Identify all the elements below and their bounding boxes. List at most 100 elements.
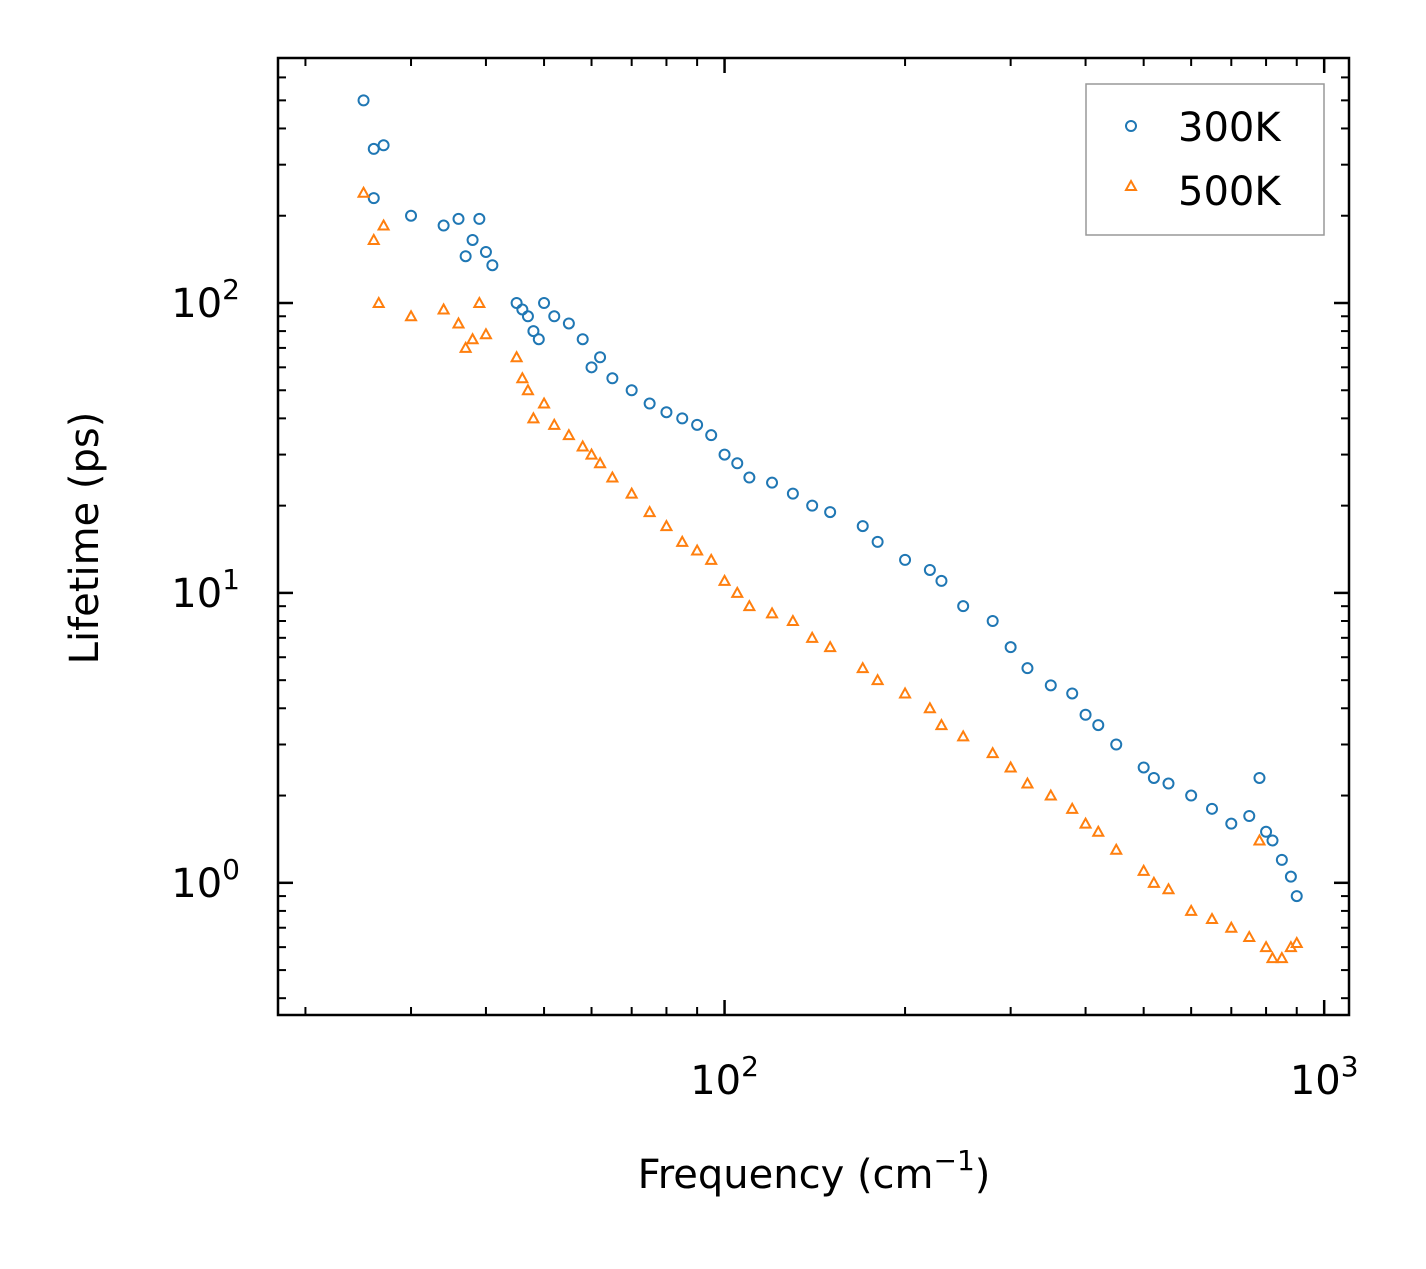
data-point-500k xyxy=(1205,911,1219,925)
data-point-300k xyxy=(806,499,819,512)
data-point-300k xyxy=(1079,708,1092,721)
data-point-300k xyxy=(532,333,545,346)
data-point-300k xyxy=(786,487,799,500)
data-point-500k xyxy=(856,661,870,674)
y-axis-label: Lifetime (ps) xyxy=(62,412,108,665)
data-point-300k xyxy=(1260,825,1273,838)
data-point-500k xyxy=(1184,903,1198,916)
data-point-500k xyxy=(1242,930,1256,943)
data-point-300k xyxy=(459,250,472,263)
data-point-300k xyxy=(1243,810,1256,823)
data-point-500k xyxy=(690,543,704,556)
data-point-500k xyxy=(675,534,689,547)
data-point-500k xyxy=(584,447,599,460)
legend-label-300k: 300K xyxy=(1178,105,1282,151)
data-point-500k xyxy=(509,350,524,363)
data-point-300k xyxy=(466,233,479,246)
legend-frame xyxy=(1085,83,1325,236)
data-point-300k xyxy=(705,429,718,442)
data-point-300k xyxy=(1004,641,1017,654)
data-point-500k xyxy=(1078,816,1093,829)
data-point-500k xyxy=(1265,951,1280,964)
legend-label-500k: 500K xyxy=(1178,169,1282,215)
data-point-300k xyxy=(856,520,869,533)
data-point-300k xyxy=(824,506,837,519)
data-point-300k xyxy=(1290,890,1303,903)
data-point-500k xyxy=(1252,833,1267,846)
data-point-300k xyxy=(538,297,551,310)
data-point-300k xyxy=(731,457,744,470)
data-point-500k xyxy=(786,613,800,627)
data-point-500k xyxy=(870,673,885,686)
data-point-500k xyxy=(537,396,551,409)
data-point-300k xyxy=(957,600,970,613)
tick-labels: 102 103 100 101 102 xyxy=(171,273,1358,1104)
data-point-500k xyxy=(923,701,937,714)
data-point-300k xyxy=(935,574,948,587)
data-point-300k xyxy=(1066,687,1079,700)
data-point-300k xyxy=(510,297,523,310)
data-point-500k xyxy=(367,232,381,245)
data-point-500k xyxy=(605,470,620,483)
data-point-300k xyxy=(527,325,540,338)
minor-ticks xyxy=(278,58,1349,1015)
data-point-300k xyxy=(1092,719,1105,732)
data-point-500k xyxy=(823,640,837,653)
data-point-500k xyxy=(526,411,541,424)
data-point-300k xyxy=(516,303,529,316)
data-point-300k xyxy=(1253,771,1266,784)
data-point-500k xyxy=(985,746,1000,759)
data-point-500k xyxy=(576,439,590,452)
data-point-500k xyxy=(1290,935,1304,949)
data-point-300k xyxy=(1275,853,1288,866)
data-point-300k xyxy=(1044,679,1057,692)
data-point-300k xyxy=(377,139,390,152)
data-point-300k xyxy=(473,212,486,225)
data-point-300k xyxy=(357,94,370,107)
data-point-300k xyxy=(548,310,561,323)
data-point-300k xyxy=(479,245,492,258)
series-300k xyxy=(357,94,1303,903)
data-point-500k xyxy=(1259,940,1273,953)
data-point-500k xyxy=(593,456,607,469)
data-point-300k xyxy=(766,476,779,489)
data-point-500k xyxy=(1044,788,1058,801)
data-point-500k xyxy=(717,573,732,586)
data-point-500k xyxy=(1147,875,1161,888)
data-point-300k xyxy=(986,615,999,628)
data-point-300k xyxy=(691,418,704,431)
data-point-500k xyxy=(1275,951,1289,964)
data-point-300k xyxy=(743,471,756,484)
data-point-500k xyxy=(521,383,535,396)
data-point-300k xyxy=(576,333,589,346)
data-point-300k xyxy=(1110,738,1123,751)
data-point-500k xyxy=(404,309,418,322)
data-point-500k xyxy=(465,332,480,345)
data-point-500k xyxy=(765,606,779,619)
data-point-500k xyxy=(451,316,466,329)
data-point-500k xyxy=(1091,824,1105,837)
data-point-300k xyxy=(452,212,465,225)
data-point-500k xyxy=(956,729,970,742)
data-point-500k xyxy=(1136,863,1151,876)
data-point-300k xyxy=(486,259,499,272)
data-point-300k xyxy=(1266,834,1279,847)
data-point-300k xyxy=(437,219,450,232)
data-point-500k xyxy=(376,218,391,231)
data-point-500k xyxy=(1003,760,1018,773)
data-point-500k xyxy=(372,295,386,309)
data-point-300k xyxy=(1185,789,1198,802)
y-tick-label: 100 xyxy=(171,853,240,907)
data-point-300k xyxy=(1205,802,1218,815)
data-point-500k xyxy=(562,428,576,441)
legend-marker-300k xyxy=(1125,120,1137,132)
data-point-500k xyxy=(547,417,561,430)
data-point-500k xyxy=(1065,801,1079,814)
data-point-500k xyxy=(659,519,674,532)
data-point-500k xyxy=(934,718,949,731)
data-point-500k xyxy=(479,327,493,340)
data-point-300k xyxy=(585,361,598,374)
data-point-300k xyxy=(923,563,936,576)
data-point-300k xyxy=(1162,777,1175,790)
